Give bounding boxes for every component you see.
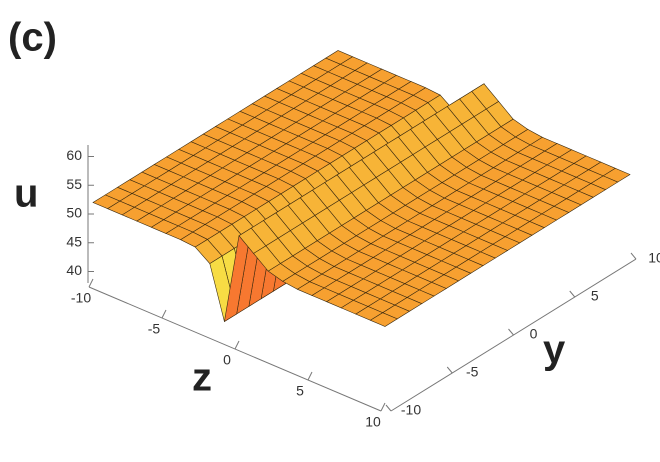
- z-tick-label: 0: [223, 352, 231, 368]
- z-tick: [234, 340, 240, 350]
- u-axis-label: u: [14, 172, 38, 216]
- z-axis-label: z: [192, 356, 212, 400]
- z-tick: [161, 309, 167, 319]
- z-tick-label: 10: [365, 414, 381, 430]
- u-tick-label: 40: [66, 262, 82, 278]
- chart-title: (c): [8, 16, 57, 60]
- y-tick: [569, 290, 576, 298]
- y-tick-label: -5: [466, 364, 479, 380]
- u-tick-label: 55: [66, 176, 82, 192]
- z-tick: [307, 371, 313, 381]
- z-tick-label: -10: [71, 290, 91, 306]
- y-tick: [446, 366, 453, 374]
- y-tick-label: 0: [530, 326, 538, 342]
- u-tick-label: 50: [66, 205, 82, 221]
- y-tick-label: 5: [591, 288, 599, 304]
- z-tick-label: 5: [296, 383, 304, 399]
- y-axis-label: y: [543, 328, 566, 372]
- y-tick-label: 10: [648, 250, 660, 266]
- surface-patch: [369, 312, 398, 327]
- y-tick: [630, 252, 637, 260]
- z-tick-label: -5: [148, 321, 161, 337]
- z-tick: [88, 278, 94, 288]
- u-tick-label: 45: [66, 233, 82, 249]
- u-tick-label: 60: [66, 147, 82, 163]
- z-tick: [380, 402, 386, 412]
- y-tick-label: -10: [401, 402, 421, 418]
- y-tick: [508, 328, 514, 336]
- y-tick: [385, 404, 392, 412]
